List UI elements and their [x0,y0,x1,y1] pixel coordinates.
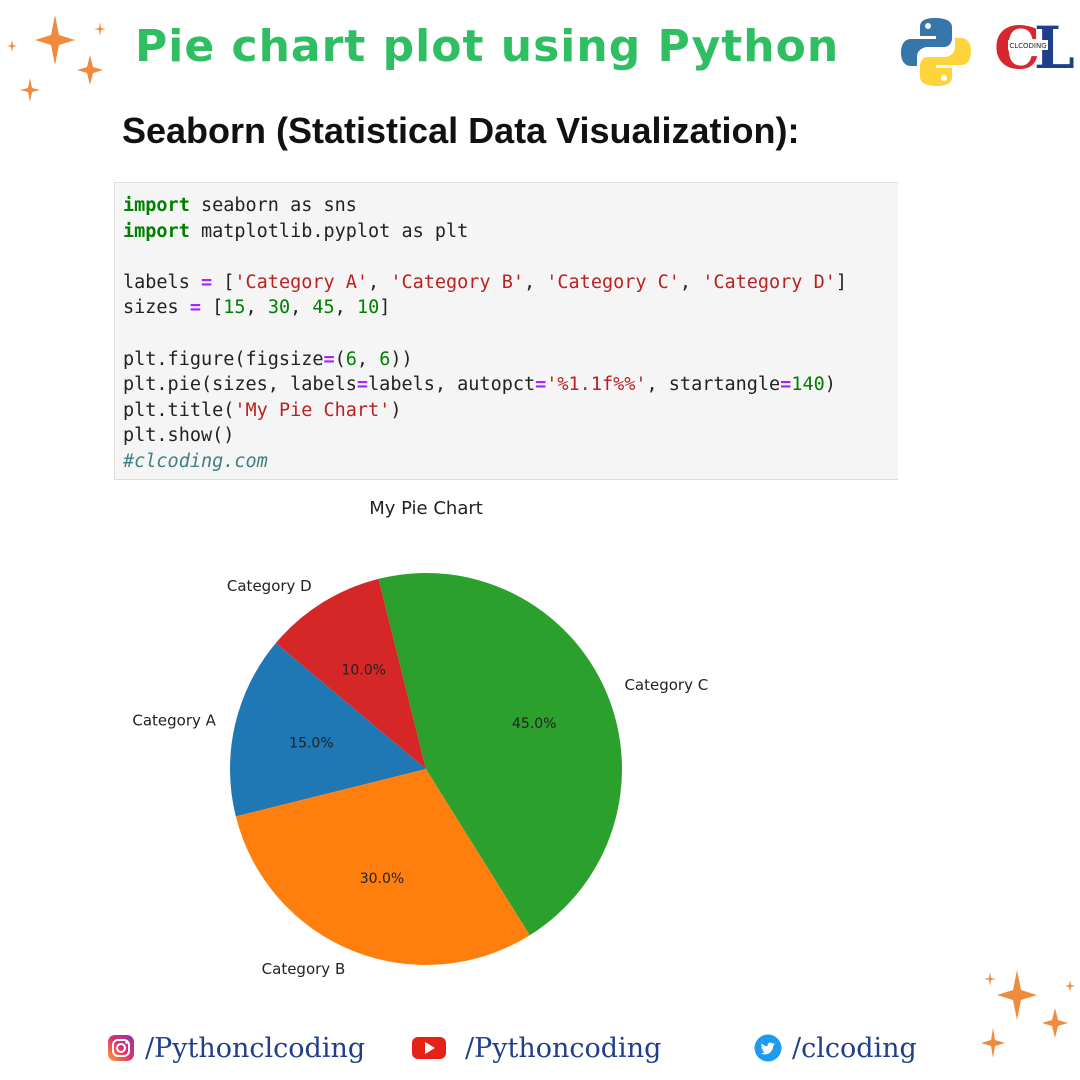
slice-percent-label: 45.0% [512,716,556,732]
twitter-icon [754,1034,782,1062]
pie-slice [378,573,622,936]
slice-category-label: Category A [132,712,216,730]
clcoding-logo: C L CLCODING [994,14,1075,76]
slice-percent-label: 30.0% [360,871,404,887]
code-line: labels = ['Category A', 'Category B', 'C… [123,271,847,293]
chart-title: My Pie Chart [369,498,483,519]
code-line: plt.show() [123,425,235,447]
code-line: plt.pie(sizes, labels=labels, autopct='%… [123,374,836,396]
slice-category-label: Category B [262,960,346,978]
code-line: import matplotlib.pyplot as plt [123,220,469,242]
code-line: sizes = [15, 30, 45, 10] [123,297,391,319]
code-line: #clcoding.com [123,450,268,472]
sparkles-decoration [981,970,1075,1058]
pie-chart: My Pie Chart 15.0% Category A 30.0% Categor… [132,498,708,978]
banner-title: Pie chart plot using Python [135,21,840,72]
pie-slice [235,769,530,965]
section-heading: Seaborn (Statistical Data Visualization)… [122,110,800,151]
code-line [123,321,898,347]
slice-category-label: Category D [227,577,312,595]
pie-slice [229,643,426,817]
instagram-icon [108,1035,134,1061]
instagram-link[interactable]: /Pythonclcoding [107,1030,365,1066]
slice-percent-label: 15.0% [289,736,333,752]
twitter-handle: /clcoding [792,1032,917,1064]
code-line: import seaborn as sns [123,195,357,216]
code-line [123,244,898,270]
python-logo-icon [901,18,971,86]
pie-slice [275,578,426,769]
code-line: plt.title('My Pie Chart') [123,399,402,421]
youtube-icon [412,1037,446,1059]
twitter-link[interactable]: /clcoding [754,1030,917,1066]
code-cell: import seaborn as sns import matplotlib.… [114,182,898,480]
sparkles-decoration [7,15,106,102]
instagram-handle: /Pythonclcoding [145,1032,366,1064]
slice-percent-label: 10.0% [341,662,385,678]
youtube-link[interactable]: /Pythoncoding [411,1030,661,1066]
youtube-handle: /Pythoncoding [465,1032,662,1064]
logo-small-text: CLCODING [1009,42,1046,50]
slice-category-label: Category C [624,676,708,694]
code-line: plt.figure(figsize=(6, 6)) [123,348,413,370]
